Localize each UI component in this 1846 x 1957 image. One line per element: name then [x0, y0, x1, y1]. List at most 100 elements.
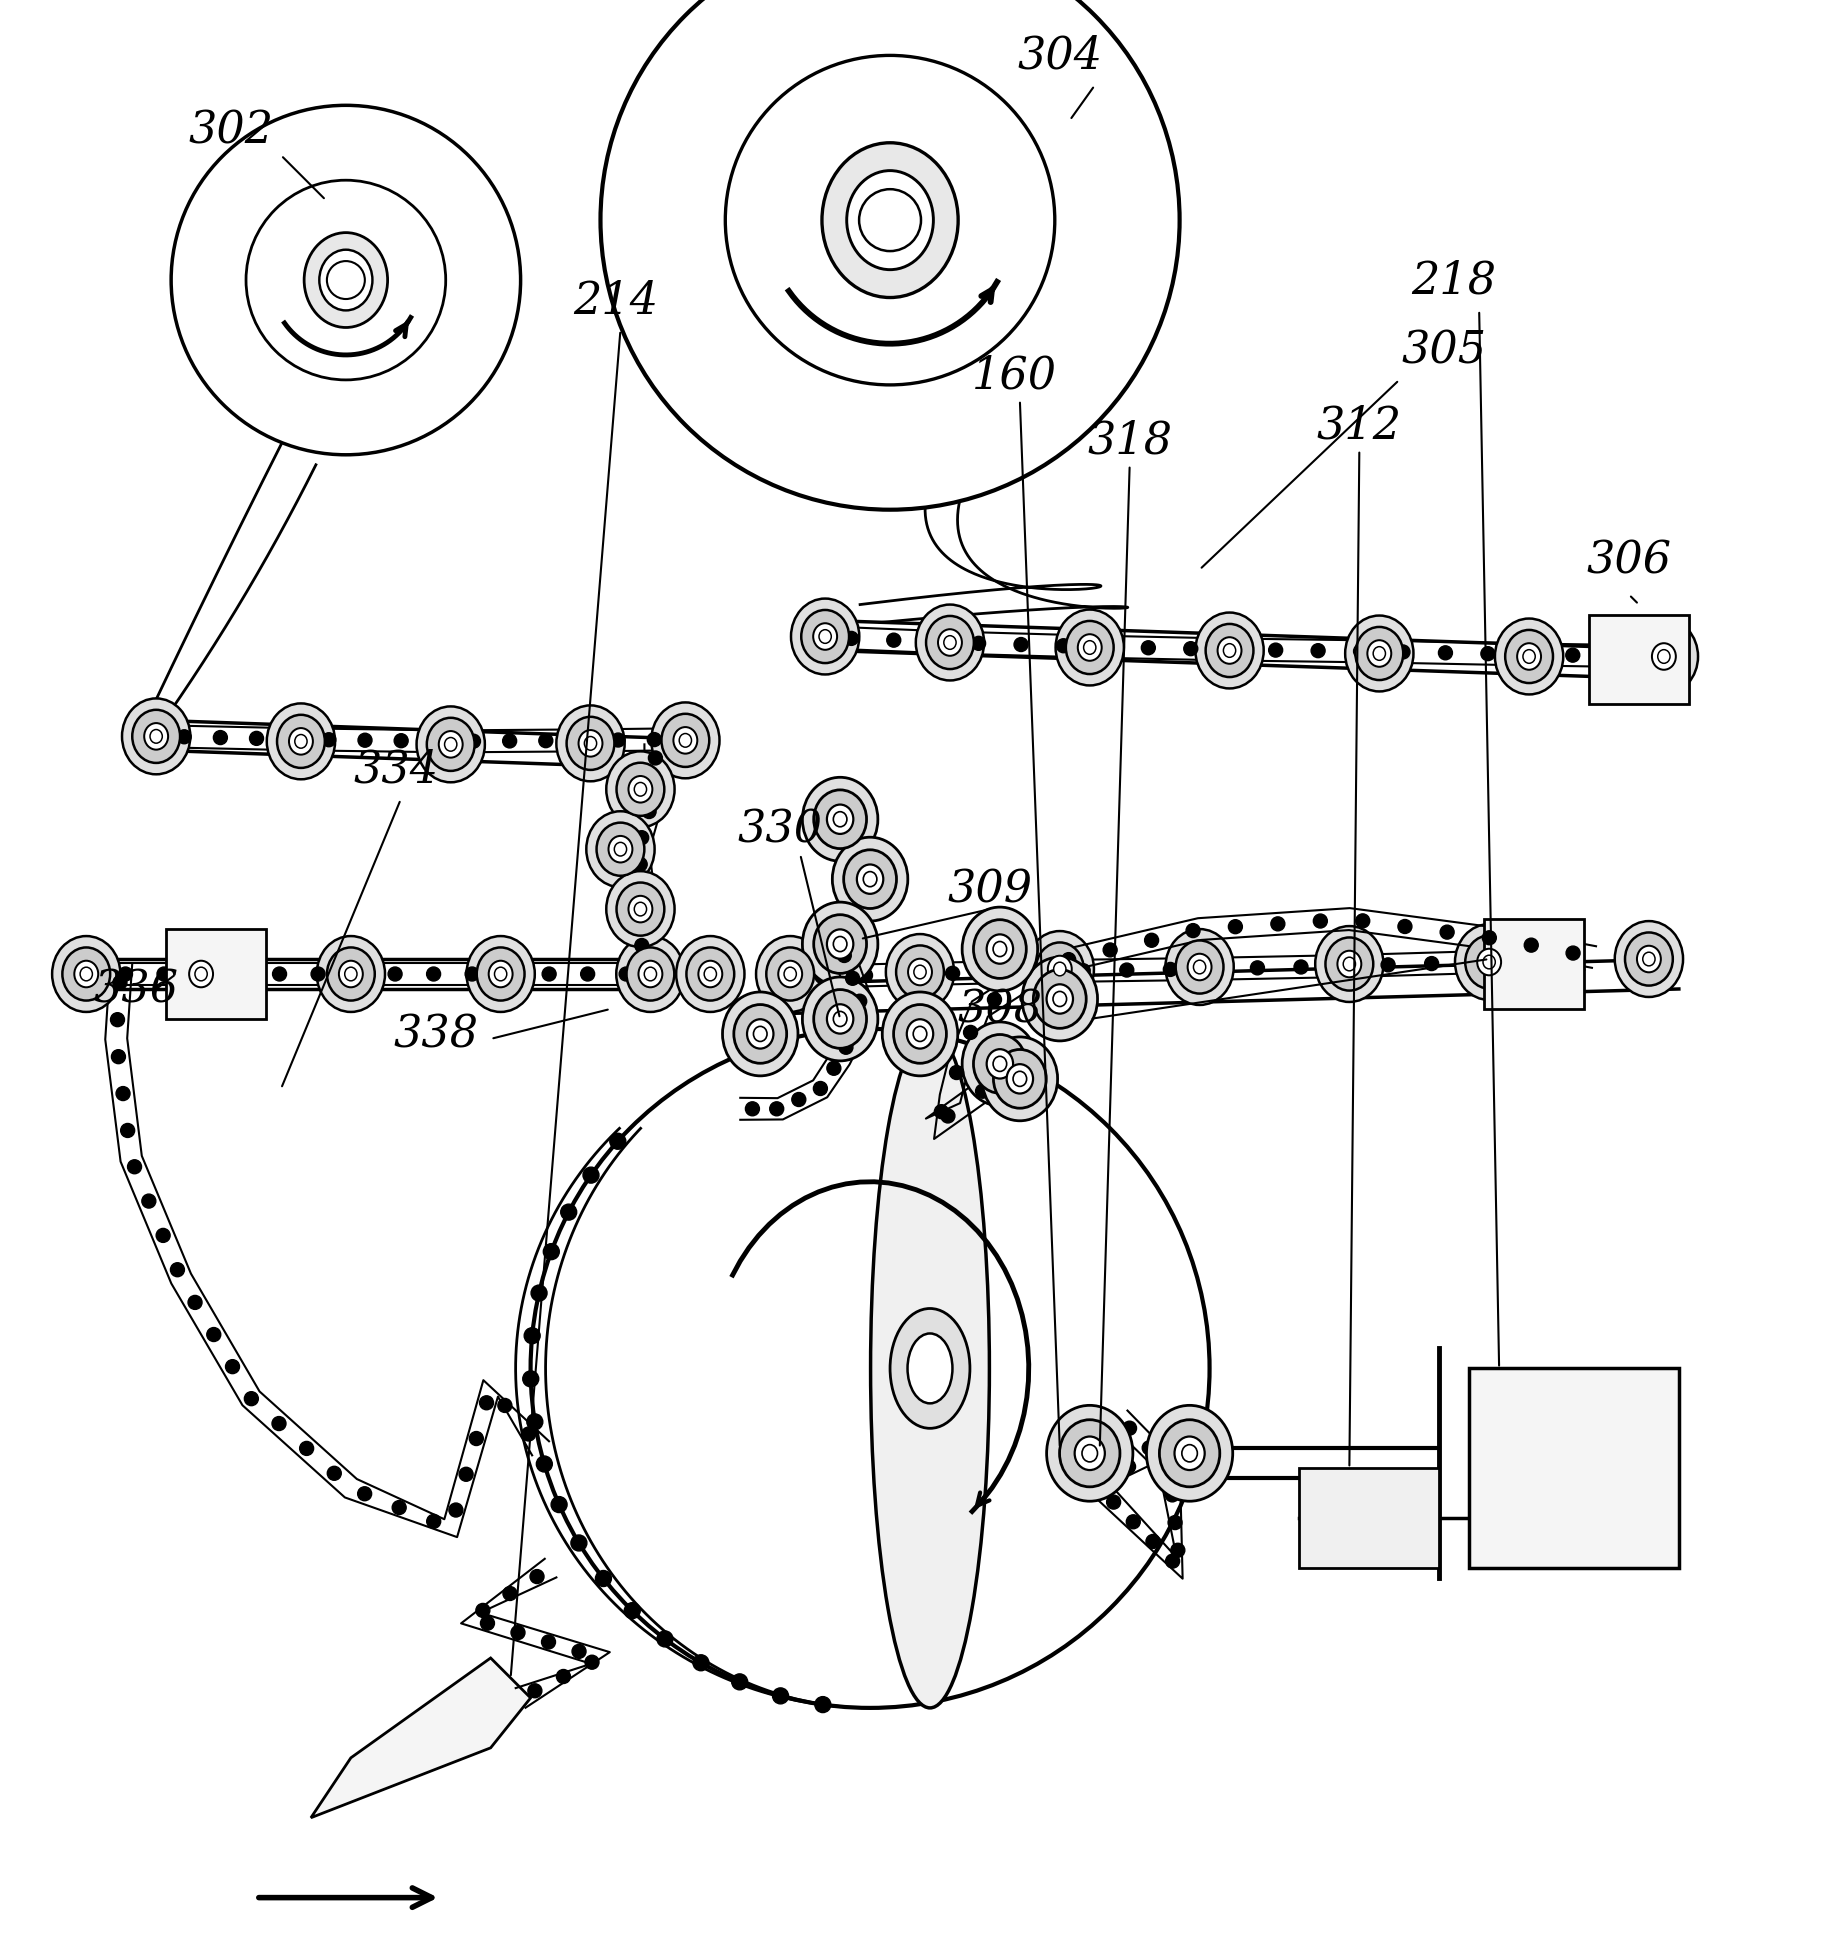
Circle shape — [172, 106, 521, 456]
Circle shape — [814, 1082, 827, 1096]
Ellipse shape — [803, 902, 879, 986]
Ellipse shape — [1181, 1444, 1198, 1462]
Circle shape — [853, 994, 868, 1008]
Circle shape — [1106, 1495, 1121, 1509]
Text: 318: 318 — [1087, 419, 1172, 462]
Ellipse shape — [150, 730, 162, 744]
Circle shape — [975, 1084, 989, 1098]
Ellipse shape — [1013, 1072, 1026, 1086]
Ellipse shape — [578, 730, 602, 757]
Circle shape — [480, 1395, 493, 1411]
Ellipse shape — [833, 1012, 847, 1027]
Ellipse shape — [993, 1057, 1006, 1072]
Circle shape — [903, 969, 916, 982]
Circle shape — [530, 1570, 545, 1583]
Bar — [1300, 1468, 1440, 1568]
Circle shape — [1381, 959, 1396, 973]
Ellipse shape — [277, 716, 325, 769]
Ellipse shape — [1615, 922, 1684, 998]
Ellipse shape — [639, 961, 663, 988]
Ellipse shape — [943, 636, 956, 650]
Ellipse shape — [661, 714, 709, 767]
Circle shape — [271, 1417, 286, 1431]
Ellipse shape — [1224, 644, 1235, 658]
Ellipse shape — [74, 961, 98, 988]
Circle shape — [657, 1630, 674, 1648]
Circle shape — [196, 967, 209, 982]
Ellipse shape — [1346, 616, 1414, 693]
Ellipse shape — [973, 1035, 1026, 1094]
Text: 305: 305 — [1401, 329, 1486, 372]
Text: 304: 304 — [1017, 35, 1102, 78]
Ellipse shape — [844, 851, 897, 910]
Ellipse shape — [52, 937, 120, 1012]
Ellipse shape — [753, 1027, 768, 1041]
Ellipse shape — [122, 699, 190, 775]
Circle shape — [1183, 642, 1198, 656]
Circle shape — [1270, 918, 1285, 932]
Circle shape — [157, 967, 172, 982]
Circle shape — [142, 1194, 155, 1209]
Ellipse shape — [1639, 630, 1687, 683]
Ellipse shape — [766, 947, 814, 1002]
Ellipse shape — [426, 718, 474, 771]
Circle shape — [1396, 646, 1410, 660]
Ellipse shape — [1065, 622, 1113, 675]
Circle shape — [1525, 939, 1538, 953]
Ellipse shape — [628, 896, 652, 924]
Circle shape — [849, 1020, 862, 1033]
Ellipse shape — [914, 965, 927, 978]
Circle shape — [1313, 914, 1327, 928]
Circle shape — [692, 1656, 709, 1671]
Circle shape — [725, 57, 1054, 386]
Circle shape — [633, 857, 648, 873]
Ellipse shape — [1023, 957, 1098, 1041]
Circle shape — [111, 1014, 124, 1027]
Circle shape — [814, 971, 829, 984]
Text: 309: 309 — [947, 869, 1032, 912]
Ellipse shape — [801, 611, 849, 663]
Ellipse shape — [893, 1006, 947, 1065]
Ellipse shape — [345, 967, 356, 980]
Circle shape — [945, 967, 960, 980]
Circle shape — [596, 1571, 611, 1587]
Ellipse shape — [982, 1037, 1058, 1121]
Circle shape — [312, 967, 325, 982]
Ellipse shape — [1477, 949, 1501, 977]
Circle shape — [731, 1673, 748, 1691]
Ellipse shape — [1218, 638, 1242, 665]
Ellipse shape — [1368, 640, 1392, 667]
Circle shape — [327, 1466, 342, 1481]
Ellipse shape — [827, 930, 853, 959]
Circle shape — [1122, 1460, 1135, 1474]
Circle shape — [1187, 924, 1200, 937]
Text: 306: 306 — [1586, 538, 1671, 581]
Circle shape — [1104, 943, 1117, 957]
Text: 218: 218 — [1412, 260, 1497, 303]
Circle shape — [858, 969, 873, 982]
Ellipse shape — [652, 703, 720, 779]
Circle shape — [157, 1229, 170, 1243]
Ellipse shape — [530, 1029, 1209, 1708]
Ellipse shape — [327, 947, 375, 1002]
Circle shape — [1100, 1478, 1113, 1491]
Circle shape — [388, 967, 402, 982]
Ellipse shape — [993, 941, 1006, 957]
Ellipse shape — [290, 728, 312, 755]
Ellipse shape — [467, 937, 535, 1012]
Ellipse shape — [340, 961, 364, 988]
Ellipse shape — [417, 706, 485, 783]
Ellipse shape — [635, 902, 646, 916]
Circle shape — [1425, 957, 1438, 971]
Circle shape — [391, 1501, 406, 1515]
Circle shape — [225, 1360, 240, 1374]
Ellipse shape — [906, 1020, 934, 1049]
Circle shape — [585, 1656, 598, 1669]
Text: 334: 334 — [353, 748, 438, 791]
Ellipse shape — [1344, 957, 1355, 971]
Ellipse shape — [890, 1309, 969, 1429]
Ellipse shape — [1523, 650, 1536, 663]
Ellipse shape — [938, 630, 962, 656]
Circle shape — [949, 1067, 964, 1080]
Circle shape — [116, 1086, 129, 1102]
